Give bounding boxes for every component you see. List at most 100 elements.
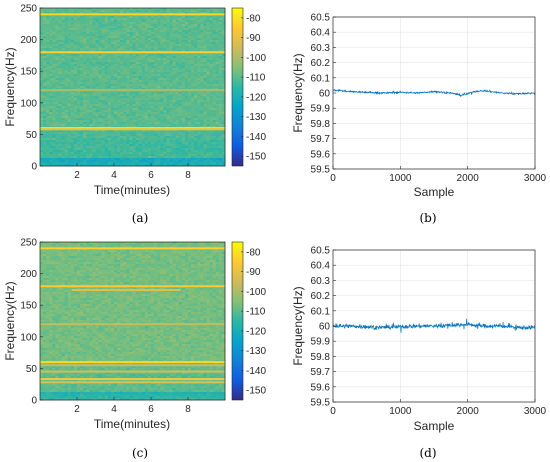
panel-a-cell bbox=[154, 78, 158, 81]
panel-a-cell bbox=[58, 164, 62, 167]
panel-a-cell bbox=[55, 68, 59, 71]
panel-a-cell bbox=[114, 120, 118, 123]
panel-a-cell bbox=[55, 22, 59, 25]
panel-a-cell bbox=[83, 42, 87, 45]
panel-a-cell bbox=[55, 156, 59, 159]
panel-a-cell bbox=[200, 142, 204, 145]
panel-a-cell bbox=[86, 160, 90, 163]
panel-a-cell bbox=[178, 18, 183, 21]
panel-a-cell bbox=[117, 104, 121, 107]
panel-a-cell bbox=[123, 90, 127, 93]
panel-a-cell bbox=[61, 152, 66, 155]
panel-a-cell bbox=[67, 118, 72, 121]
panel-a-cell bbox=[49, 92, 53, 95]
panel-a-cell bbox=[197, 44, 201, 47]
panel-a-cell bbox=[200, 74, 204, 77]
panel-a-cell bbox=[64, 140, 69, 143]
panel-a-cell bbox=[110, 64, 115, 67]
panel-a-cell bbox=[157, 146, 161, 149]
panel-a-cell bbox=[46, 114, 50, 117]
panel-a-cell bbox=[157, 28, 161, 31]
panel-a-cell bbox=[138, 74, 143, 77]
panel-a-cell bbox=[110, 16, 115, 19]
panel-a-cell bbox=[73, 30, 78, 33]
panel-a-cell bbox=[172, 74, 177, 77]
panel-a-cell bbox=[58, 94, 62, 97]
panel-a-cell bbox=[160, 26, 164, 29]
panel-a-cell bbox=[212, 50, 217, 53]
panel-a-cell bbox=[43, 64, 47, 67]
panel-a-cell bbox=[197, 112, 201, 115]
panel-a-cell bbox=[58, 80, 62, 83]
panel-a-cell bbox=[126, 122, 130, 125]
panel-a-cell bbox=[212, 40, 217, 43]
panel-a-cell bbox=[123, 98, 127, 101]
panel-a-cell bbox=[52, 136, 56, 139]
panel-a-cell bbox=[67, 20, 72, 23]
panel-a-cell bbox=[52, 108, 56, 111]
panel-a-cell bbox=[188, 84, 192, 87]
panel-a-cell bbox=[70, 30, 75, 33]
panel-a-cell bbox=[67, 22, 72, 25]
panel-a-cell bbox=[172, 80, 177, 83]
panel-a-cell bbox=[77, 108, 81, 111]
panel-a-cell bbox=[89, 80, 93, 83]
panel-a-cell bbox=[206, 40, 210, 43]
panel-a-cell bbox=[43, 54, 47, 57]
panel-a-cell bbox=[141, 120, 146, 123]
panel-a-cell bbox=[172, 120, 177, 123]
panel-a-cell bbox=[197, 34, 201, 37]
panel-a-cell bbox=[203, 146, 207, 149]
panel-a-cell bbox=[80, 80, 84, 83]
panel-a-cell bbox=[110, 164, 115, 167]
panel-a-cell bbox=[203, 48, 207, 51]
panel-a-cell bbox=[129, 152, 133, 155]
panel-a-cell bbox=[126, 84, 130, 87]
panel-a-cell bbox=[144, 140, 149, 143]
panel-a-cell bbox=[55, 148, 59, 151]
panel-a-cell bbox=[181, 136, 186, 139]
panel-a-cell bbox=[80, 96, 84, 99]
panel-a-cell bbox=[166, 142, 170, 145]
panel-a-cell bbox=[197, 54, 201, 57]
panel-a-cell bbox=[172, 32, 177, 35]
panel-a-cell bbox=[89, 44, 93, 47]
panel-a-cell bbox=[215, 96, 220, 99]
panel-a-cell bbox=[209, 84, 214, 87]
panel-a-cell bbox=[95, 104, 99, 107]
panel-a-cell bbox=[194, 152, 198, 155]
panel-a-cell bbox=[89, 146, 93, 149]
panel-a-cell bbox=[83, 10, 87, 13]
panel-a-cell bbox=[147, 124, 152, 127]
panel-a-cell bbox=[98, 84, 103, 87]
panel-a-cell bbox=[110, 108, 115, 111]
panel-a-cell bbox=[188, 160, 192, 163]
panel-a-cell bbox=[188, 74, 192, 77]
panel-a-cell bbox=[147, 122, 152, 125]
panel-a-cell bbox=[98, 104, 103, 107]
panel-a-cell bbox=[197, 60, 201, 63]
panel-a-cell bbox=[172, 36, 177, 39]
panel-a-cell bbox=[104, 70, 109, 73]
panel-a-cell bbox=[107, 60, 112, 63]
panel-a-cell bbox=[52, 64, 56, 67]
panel-a-cell bbox=[83, 48, 87, 51]
panel-a-cell bbox=[80, 140, 84, 143]
panel-a-cell bbox=[43, 78, 47, 81]
panel-a-cell bbox=[92, 116, 96, 119]
panel-a-cell bbox=[206, 144, 210, 147]
panel-a-cell bbox=[70, 62, 75, 65]
panel-a-cell bbox=[92, 44, 96, 47]
panel-a-cell bbox=[191, 90, 195, 93]
panel-a-cell bbox=[194, 84, 198, 87]
panel-a-cell bbox=[194, 76, 198, 79]
panel-a-cell bbox=[160, 140, 164, 143]
panel-a-cell bbox=[49, 152, 53, 155]
panel-a-cell bbox=[64, 118, 69, 121]
panel-a-cell bbox=[151, 134, 155, 137]
panel-a-cell bbox=[154, 16, 158, 19]
panel-a-cell bbox=[200, 44, 204, 47]
panel-a-cell bbox=[160, 136, 164, 139]
panel-a-cell bbox=[83, 36, 87, 39]
panel-a-cell bbox=[184, 160, 189, 163]
